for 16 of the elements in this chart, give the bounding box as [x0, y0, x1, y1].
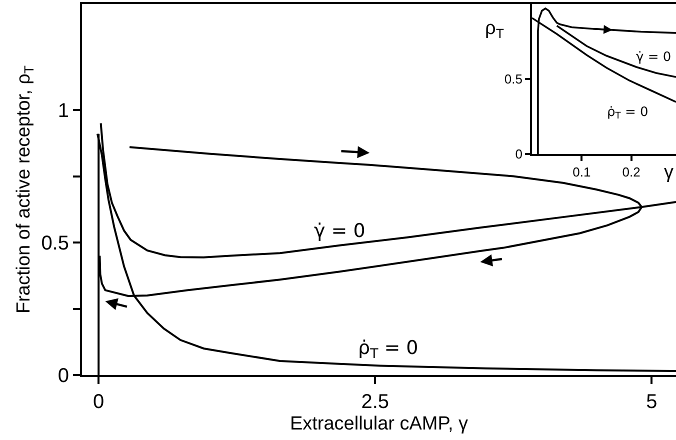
- x-tick-label: 0.2: [622, 164, 640, 180]
- x-axis-title: Extracellular cAMP, γ: [290, 413, 469, 434]
- x-tick-label: 5: [646, 391, 658, 413]
- y-tick-label: 1: [58, 100, 69, 122]
- y-axis-title: ρ$_{T}$: [485, 18, 504, 41]
- x-axis-title: γ: [664, 162, 674, 183]
- series-label: γ̇ = 0: [636, 50, 672, 65]
- series-label: ρ̇$_{T}$ = 0: [358, 337, 418, 362]
- x-tick-label: 0: [93, 391, 104, 413]
- x-tick-label: 0.1: [572, 164, 591, 180]
- series-label: γ̇ = 0: [314, 220, 366, 242]
- series-label: ρ̇$_{T}$ = 0: [607, 105, 648, 122]
- x-tick-label: 2.5: [361, 391, 390, 413]
- y-tick-label: 0: [58, 365, 69, 387]
- y-tick-label: 0.5: [504, 72, 522, 87]
- y-tick-label: 0.5: [41, 232, 69, 254]
